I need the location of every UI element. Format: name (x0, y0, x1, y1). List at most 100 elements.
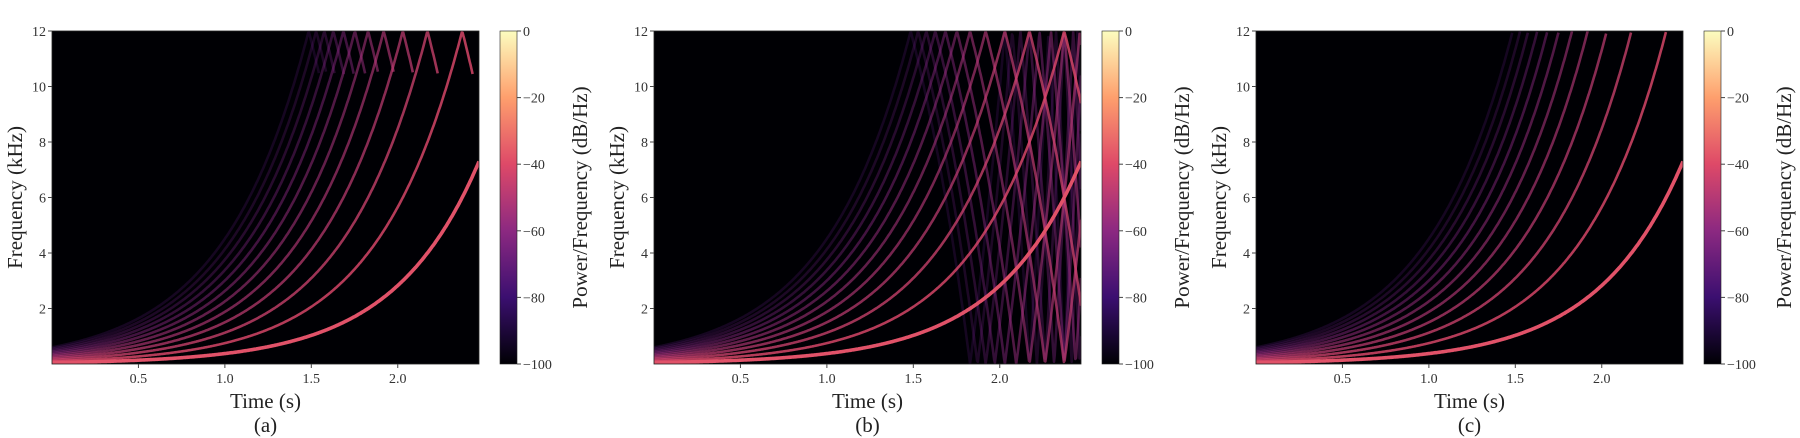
colorbar-tick-label: −20 (1727, 92, 1749, 107)
y-tick-label: 2 (641, 303, 648, 318)
y-tick-label: 2 (1243, 303, 1250, 318)
colorbar-tick-label: −100 (523, 358, 552, 373)
plot-area (1256, 31, 1683, 364)
panel-caption: (b) (855, 413, 880, 437)
colorbar-tick-label: −60 (523, 225, 545, 240)
panel: 0.5 1.0 1.5 2.0 2 4 6 8 10 12 Time (s) Frequency (k… (1207, 25, 1796, 437)
y-tick-label: 8 (39, 136, 46, 151)
x-tick-label: 2.0 (389, 372, 407, 387)
harmonic-trace (654, 31, 1081, 364)
x-tick-label: 1.0 (216, 372, 234, 387)
colorbar-tick-label: −60 (1125, 225, 1147, 240)
colorbar-tick-label: −40 (1727, 158, 1749, 173)
harmonic-trace (654, 31, 1081, 362)
y-tick-label: 12 (1236, 25, 1250, 40)
y-tick-label: 10 (32, 81, 46, 96)
y-tick-label: 10 (1236, 81, 1250, 96)
harmonic-trace (1256, 31, 1668, 363)
harmonic-trace (52, 31, 355, 355)
colorbar-tick-label: −80 (523, 291, 545, 306)
harmonic-trace (52, 31, 367, 356)
y-tick-label: 8 (1243, 136, 1250, 151)
panel: 0.5 1.0 1.5 2.0 2 4 6 8 10 12 Time (s) Frequency (k… (605, 25, 1194, 437)
y-axis-label: Frequency (kHz) (1207, 126, 1231, 269)
y-tick-label: 8 (641, 136, 648, 151)
colorbar-tick-label: −100 (1727, 358, 1756, 373)
plot-area (52, 31, 479, 364)
y-axis-label: Frequency (kHz) (605, 126, 629, 269)
y-tick-label: 12 (32, 25, 46, 40)
x-tick-label: 1.5 (1507, 372, 1525, 387)
y-tick-label: 2 (39, 303, 46, 318)
colorbar (1703, 30, 1722, 365)
harmonic-trace (52, 31, 380, 357)
x-tick-label: 1.5 (905, 372, 923, 387)
harmonic-trace (1256, 32, 1633, 362)
spectrogram-content (654, 31, 1081, 364)
colorbar-tick-label: −20 (1125, 92, 1147, 107)
harmonic-trace (654, 31, 1081, 364)
harmonic-trace (654, 31, 1081, 363)
colorbar-tick-label: 0 (1727, 25, 1734, 40)
harmonic-trace (1256, 31, 1522, 350)
x-tick-label: 1.5 (303, 372, 321, 387)
colorbar (1101, 30, 1120, 365)
harmonic-trace (654, 31, 1081, 363)
colorbar-tick-label: −80 (1125, 291, 1147, 306)
colorbar-tick-label: 0 (523, 25, 530, 40)
y-tick-label: 10 (634, 81, 648, 96)
y-tick-label: 12 (634, 25, 648, 40)
spectrogram-content (1256, 31, 1683, 364)
colorbar (499, 30, 518, 365)
x-axis-label: Time (s) (1434, 389, 1505, 413)
panel: 0.5 1.0 1.5 2.0 2 4 6 8 10 12 Time (s) Frequency (k… (3, 25, 592, 437)
harmonic-trace (52, 31, 336, 352)
harmonic-trace (52, 31, 474, 363)
y-tick-label: 4 (641, 247, 648, 262)
harmonic-trace (52, 31, 321, 349)
harmonic-trace (1256, 31, 1539, 353)
x-tick-label: 2.0 (1593, 372, 1611, 387)
harmonic-trace (1256, 160, 1683, 364)
y-tick-label: 6 (641, 192, 648, 207)
x-tick-label: 1.0 (818, 372, 836, 387)
harmonic-trace (654, 160, 1081, 364)
harmonic-trace (52, 160, 479, 364)
harmonic-trace (1256, 32, 1530, 352)
colorbar-label: Power/Frequency (dB/Hz) (1170, 86, 1194, 308)
x-axis-label: Time (s) (832, 389, 903, 413)
x-tick-label: 1.0 (1420, 372, 1438, 387)
x-tick-label: 0.5 (130, 372, 148, 387)
harmonic-trace (52, 31, 395, 359)
x-tick-label: 0.5 (1334, 372, 1352, 387)
colorbar-tick-label: −40 (1125, 158, 1147, 173)
colorbar-label: Power/Frequency (dB/Hz) (1772, 86, 1796, 308)
x-tick-label: 2.0 (991, 372, 1009, 387)
x-tick-label: 0.5 (732, 372, 750, 387)
harmonic-trace (1256, 31, 1589, 359)
harmonic-trace (1256, 33, 1608, 360)
harmonic-trace (52, 31, 415, 360)
colorbar-label: Power/Frequency (dB/Hz) (568, 86, 592, 308)
colorbar-tick-label: 0 (1125, 25, 1132, 40)
y-tick-label: 4 (1243, 247, 1250, 262)
panel-caption: (a) (254, 413, 277, 437)
harmonic-trace (52, 31, 328, 350)
harmonic-trace (52, 31, 439, 362)
panel-caption: (c) (1458, 413, 1481, 437)
harmonic-trace (654, 31, 1081, 364)
harmonic-trace (52, 31, 346, 353)
colorbar-tick-label: −40 (523, 158, 545, 173)
harmonic-trace (1256, 32, 1514, 349)
colorbar-tick-label: −20 (523, 92, 545, 107)
y-axis-label: Frequency (kHz) (3, 126, 27, 269)
harmonic-trace (1256, 31, 1549, 355)
y-tick-label: 6 (39, 192, 46, 207)
colorbar-tick-label: −100 (1125, 358, 1154, 373)
y-tick-label: 4 (39, 247, 46, 262)
colorbar-tick-label: −80 (1727, 291, 1749, 306)
harmonic-trace (1256, 32, 1560, 356)
harmonic-trace (654, 31, 1081, 363)
harmonic-trace (1256, 31, 1574, 357)
